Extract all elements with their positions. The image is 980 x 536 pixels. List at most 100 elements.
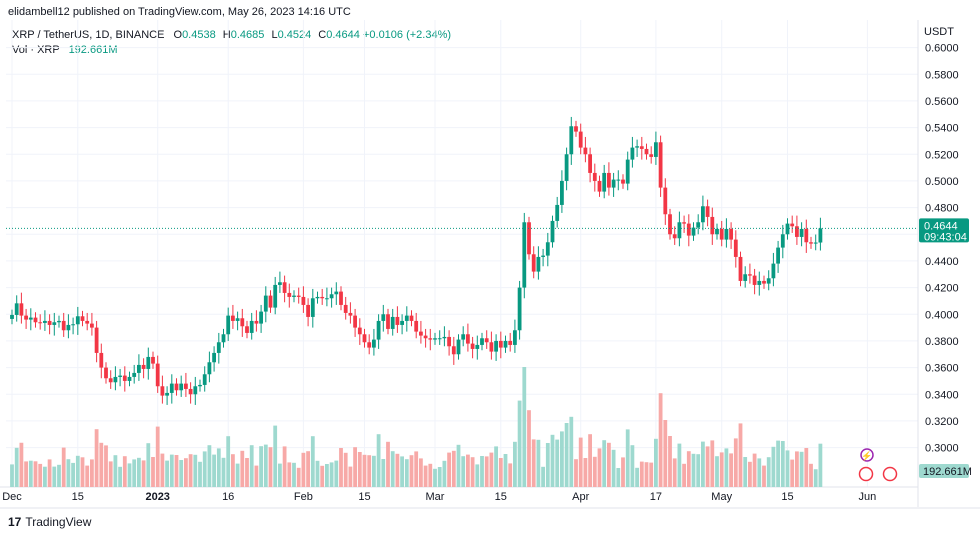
volume-bar: [498, 458, 503, 487]
volume-bar: [320, 465, 325, 487]
candle-body: [19, 303, 24, 316]
candle-body: [184, 383, 188, 389]
volume-bar: [738, 423, 743, 487]
volume-bar: [226, 436, 231, 487]
candle-body: [545, 242, 550, 256]
volume-bar: [456, 444, 461, 487]
volume-label[interactable]: Vol · XRP: [12, 44, 60, 56]
volume-bar: [362, 454, 367, 487]
volume-bar: [80, 457, 85, 487]
candle-body: [541, 255, 545, 257]
candle-body: [536, 256, 541, 272]
candle-body: [207, 362, 212, 375]
close-value: 0.4644: [326, 29, 360, 41]
volume-bar: [715, 456, 719, 487]
volume-bar: [259, 446, 263, 487]
candle-body: [386, 314, 390, 329]
candle-body: [621, 179, 625, 184]
candle-body: [588, 154, 592, 173]
volume-bar: [795, 451, 799, 487]
volume-bar: [212, 454, 216, 487]
volume-bar: [625, 429, 630, 487]
volume-bar: [118, 466, 122, 487]
volume-bar: [649, 462, 654, 487]
candle-body: [738, 256, 743, 281]
volume-bar: [240, 450, 245, 487]
x-tick-label: May: [711, 491, 732, 503]
volume-bar: [188, 454, 193, 487]
candle-body: [799, 228, 804, 237]
change-value: +0.0106 (+2.34%): [362, 29, 452, 41]
volume-bar: [169, 454, 174, 487]
volume-bar: [367, 455, 372, 487]
candle-body: [146, 356, 151, 369]
volume-bar: [536, 439, 541, 487]
candle-body: [38, 322, 43, 324]
x-tick-label: 2023: [145, 491, 169, 503]
volume-bar: [635, 467, 639, 487]
candle-body: [198, 384, 202, 387]
candle-body: [343, 304, 348, 313]
candle-body: [607, 172, 611, 188]
candle-body: [578, 131, 583, 148]
volume-bar: [43, 466, 47, 487]
candle-body: [310, 298, 315, 317]
low-label: L: [271, 29, 278, 41]
x-tick-label: 15: [781, 491, 793, 503]
volume-bar: [494, 446, 498, 487]
candle-body: [705, 206, 710, 217]
volume-bar: [221, 457, 226, 487]
volume-bar: [423, 465, 428, 487]
candle-body: [447, 336, 451, 347]
candle-body: [141, 364, 146, 369]
volume-bar: [278, 463, 282, 487]
candle-body: [357, 327, 362, 335]
volume-bar: [75, 455, 80, 487]
candle-body: [249, 320, 254, 333]
volume-bar: [292, 462, 296, 487]
volume-bar: [602, 440, 607, 487]
last-price-badge: [919, 218, 969, 243]
candle-body: [372, 339, 376, 348]
candle-body: [592, 172, 597, 181]
candle-body: [66, 324, 71, 331]
candle-body: [155, 363, 160, 387]
volume-bar: [184, 458, 188, 487]
volume-bar: [597, 448, 602, 487]
volume-bar: [757, 458, 762, 487]
candle-body: [160, 386, 165, 396]
volume-bar: [357, 452, 362, 487]
candle-body: [635, 146, 639, 148]
candle-body: [231, 315, 235, 321]
volume-bar: [447, 452, 451, 487]
volume-bar: [630, 445, 635, 487]
volume-bar: [245, 458, 249, 487]
candle-body: [428, 338, 433, 340]
volume-bar: [376, 434, 381, 487]
volume-bar: [569, 416, 574, 487]
volume-bar: [578, 437, 583, 487]
volume-bar: [508, 463, 513, 487]
volume-bar: [686, 451, 691, 487]
volume-bar: [381, 459, 386, 487]
candle-body: [127, 376, 132, 381]
volume-bar: [545, 443, 550, 487]
volume-bar: [310, 436, 315, 487]
volume-bar: [644, 462, 649, 487]
candle-body: [85, 320, 90, 324]
volume-bar: [433, 468, 437, 487]
high-label: H: [222, 29, 231, 41]
candle-body: [376, 320, 381, 340]
volume-bar: [61, 447, 66, 487]
candle-body: [24, 315, 28, 320]
candle-body: [531, 254, 536, 272]
volume-bar: [428, 463, 433, 487]
candle-body: [287, 292, 292, 297]
symbol-label[interactable]: XRP / TetherUS, 1D, BINANCE: [12, 29, 165, 41]
candle-body: [52, 322, 57, 325]
volume-bar: [733, 438, 738, 487]
candle-body: [151, 356, 155, 364]
candle-body: [795, 226, 799, 237]
volume-bar: [301, 452, 306, 487]
